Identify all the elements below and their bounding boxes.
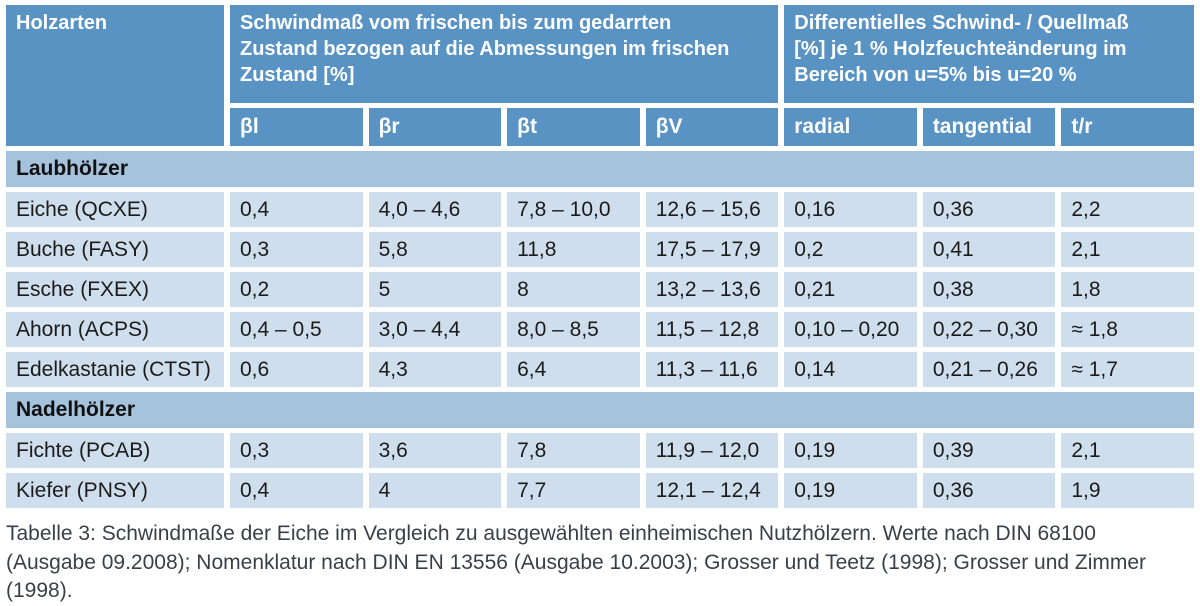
column-header-holzarten: Holzarten: [6, 5, 224, 146]
value-cell: 0,21 – 0,26: [922, 352, 1056, 387]
value-cell: 6,4: [507, 352, 640, 387]
species-cell: Edelkastanie (CTST): [6, 352, 224, 387]
table-row: Eiche (QCXE) 0,4 4,0 – 4,6 7,8 – 10,0 12…: [6, 192, 1194, 227]
column-header-tangential: tangential: [922, 108, 1056, 146]
value-cell: 4: [368, 473, 502, 508]
value-cell: 0,38: [922, 272, 1056, 307]
table-caption: Tabelle 3: Schwindmaße der Eiche im Verg…: [6, 522, 1147, 603]
species-cell: Ahorn (ACPS): [6, 312, 224, 347]
value-cell: 3,0 – 4,4: [368, 312, 502, 347]
value-cell: 8,0 – 8,5: [507, 312, 640, 347]
column-header-radial: radial: [784, 108, 917, 146]
value-cell: 0,19: [784, 473, 917, 508]
table-row: Esche (FXEX) 0,2 5 8 13,2 – 13,6 0,21 0,…: [6, 272, 1194, 307]
value-cell: 0,3: [230, 433, 363, 468]
value-cell: 4,3: [368, 352, 502, 387]
value-cell: 0,4: [230, 192, 363, 227]
column-header-t-r: t/r: [1061, 108, 1194, 146]
value-cell: 8: [507, 272, 640, 307]
value-cell: 0,3: [230, 232, 363, 267]
value-cell: 11,3 – 11,6: [645, 352, 779, 387]
value-cell: 0,36: [922, 192, 1056, 227]
column-header-beta-l: βl: [230, 108, 363, 146]
shrinkage-table: Holzarten Schwindmaß vom frischen bis zu…: [6, 5, 1194, 508]
value-cell: 0,2: [230, 272, 363, 307]
value-cell: 5,8: [368, 232, 502, 267]
value-cell: 2,1: [1061, 433, 1194, 468]
value-cell: 1,8: [1061, 272, 1194, 307]
value-cell: 2,1: [1061, 232, 1194, 267]
section-title: Nadelhölzer: [6, 392, 1194, 428]
value-cell: 4,0 – 4,6: [368, 192, 502, 227]
species-cell: Eiche (QCXE): [6, 192, 224, 227]
value-cell: 12,1 – 12,4: [645, 473, 779, 508]
value-cell: 0,21: [784, 272, 917, 307]
column-header-beta-t: βt: [507, 108, 640, 146]
value-cell: 7,8: [507, 433, 640, 468]
value-cell: 17,5 – 17,9: [645, 232, 779, 267]
value-cell: 3,6: [368, 433, 502, 468]
species-cell: Buche (FASY): [6, 232, 224, 267]
value-cell: 0,36: [922, 473, 1056, 508]
value-cell: 13,2 – 13,6: [645, 272, 779, 307]
column-header-beta-v: βV: [645, 108, 779, 146]
value-cell: 7,7: [507, 473, 640, 508]
header-row-groups: Holzarten Schwindmaß vom frischen bis zu…: [6, 5, 1194, 146]
value-cell: 1,9: [1061, 473, 1194, 508]
value-cell: 0,10 – 0,20: [784, 312, 917, 347]
table-row: Fichte (PCAB) 0,3 3,6 7,8 11,9 – 12,0 0,…: [6, 433, 1194, 468]
group-header-schwindmass: Schwindmaß vom frischen bis zum gedarrte…: [230, 5, 779, 103]
value-cell: 0,6: [230, 352, 363, 387]
table-row: Buche (FASY) 0,3 5,8 11,8 17,5 – 17,9 0,…: [6, 232, 1194, 267]
value-cell: 12,6 – 15,6: [645, 192, 779, 227]
species-cell: Fichte (PCAB): [6, 433, 224, 468]
value-cell: 0,16: [784, 192, 917, 227]
value-cell: 11,8: [507, 232, 640, 267]
value-cell: 2,2: [1061, 192, 1194, 227]
species-cell: Kiefer (PNSY): [6, 473, 224, 508]
value-cell: 7,8 – 10,0: [507, 192, 640, 227]
value-cell: 5: [368, 272, 502, 307]
section-row-laubhoelzer: Laubhölzer: [6, 151, 1194, 187]
column-header-beta-r: βr: [368, 108, 502, 146]
species-cell: Esche (FXEX): [6, 272, 224, 307]
value-cell: ≈ 1,8: [1061, 312, 1194, 347]
value-cell: 0,4 – 0,5: [230, 312, 363, 347]
value-cell: 11,9 – 12,0: [645, 433, 779, 468]
value-cell: 0,41: [922, 232, 1056, 267]
section-row-nadelhoelzer: Nadelhölzer: [6, 392, 1194, 428]
value-cell: 0,19: [784, 433, 917, 468]
value-cell: 0,4: [230, 473, 363, 508]
value-cell: 0,2: [784, 232, 917, 267]
value-cell: 11,5 – 12,8: [645, 312, 779, 347]
value-cell: 0,22 – 0,30: [922, 312, 1056, 347]
header-row-subcolumns: βl βr βt βV radial tangential t/r: [6, 108, 1194, 146]
section-title: Laubhölzer: [6, 151, 1194, 187]
value-cell: ≈ 1,7: [1061, 352, 1194, 387]
value-cell: 0,39: [922, 433, 1056, 468]
value-cell: 0,14: [784, 352, 917, 387]
table-row: Kiefer (PNSY) 0,4 4 7,7 12,1 – 12,4 0,19…: [6, 473, 1194, 508]
table-row: Edelkastanie (CTST) 0,6 4,3 6,4 11,3 – 1…: [6, 352, 1194, 387]
group-header-differentielles-quellmass: Differentielles Schwind- / Quellmaß [%] …: [784, 5, 1194, 103]
table-row: Ahorn (ACPS) 0,4 – 0,5 3,0 – 4,4 8,0 – 8…: [6, 312, 1194, 347]
